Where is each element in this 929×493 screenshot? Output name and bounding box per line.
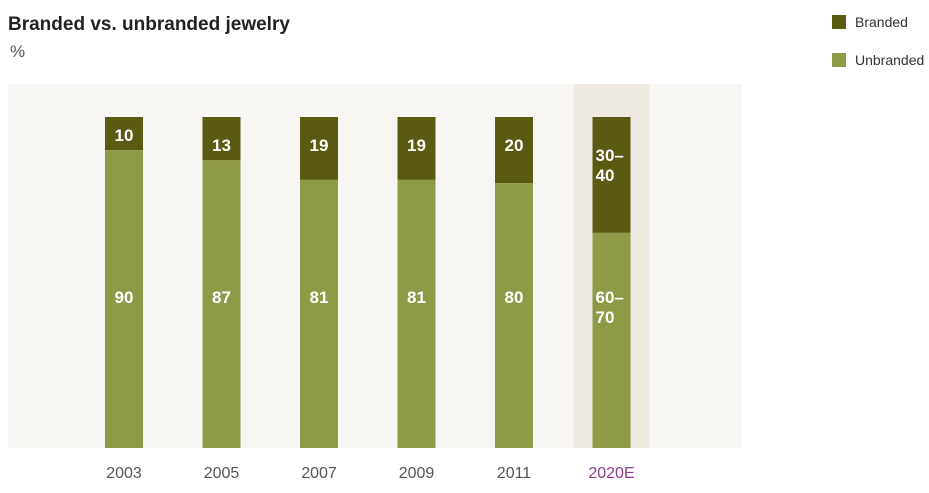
data-label-unbranded-2007: 81: [310, 288, 329, 307]
legend-item-branded: Branded: [832, 12, 924, 32]
data-label-unbranded-2005: 87: [212, 288, 231, 307]
bar-branded-2020E: [592, 117, 631, 233]
bar-unbranded-2011: [495, 183, 533, 448]
x-tick-label-2011: 2011: [497, 465, 532, 482]
data-label-branded-2003: 10: [115, 126, 134, 145]
bar-unbranded-2003: [105, 150, 143, 448]
bar-unbranded-2020E: [592, 232, 631, 448]
x-tick-label-2003: 2003: [106, 465, 142, 482]
x-tick-label-2020E: 2020E: [588, 465, 634, 482]
legend-item-unbranded: Unbranded: [832, 50, 924, 70]
x-tick-label-2005: 2005: [204, 465, 240, 482]
data-label-branded-2007: 19: [310, 136, 329, 155]
bar-unbranded-2009: [397, 179, 436, 448]
data-label-unbranded-2003: 90: [115, 288, 134, 307]
bar-unbranded-2005: [202, 160, 241, 448]
data-label-branded-2011: 20: [505, 136, 524, 155]
data-label-branded-2005: 13: [212, 136, 231, 155]
bar-branded-2011: [495, 117, 533, 184]
legend-swatch-unbranded: [832, 53, 846, 67]
x-tick-label-2007: 2007: [301, 465, 337, 482]
legend-swatch-branded: [832, 15, 846, 29]
legend-label-branded: Branded: [855, 14, 908, 30]
chart-title: Branded vs. unbranded jewelry: [8, 14, 290, 35]
data-label-branded-2009: 19: [407, 136, 426, 155]
bar-branded-2007: [300, 117, 338, 180]
bar-branded-2005: [202, 117, 241, 161]
chart-legend: Branded Unbranded: [832, 12, 924, 88]
data-label-unbranded-2011: 80: [505, 288, 524, 307]
data-label-unbranded-2009: 81: [407, 288, 426, 307]
legend-label-unbranded: Unbranded: [855, 52, 925, 68]
bar-unbranded-2007: [300, 179, 338, 448]
chart-unit-label: %: [10, 42, 26, 61]
x-tick-label-2009: 2009: [399, 465, 435, 482]
data-label-unbranded-2020E: 60– 70: [596, 288, 624, 327]
bar-branded-2009: [397, 117, 436, 180]
data-label-branded-2020E: 30– 40: [596, 146, 624, 185]
bar-branded-2003: [105, 117, 143, 151]
